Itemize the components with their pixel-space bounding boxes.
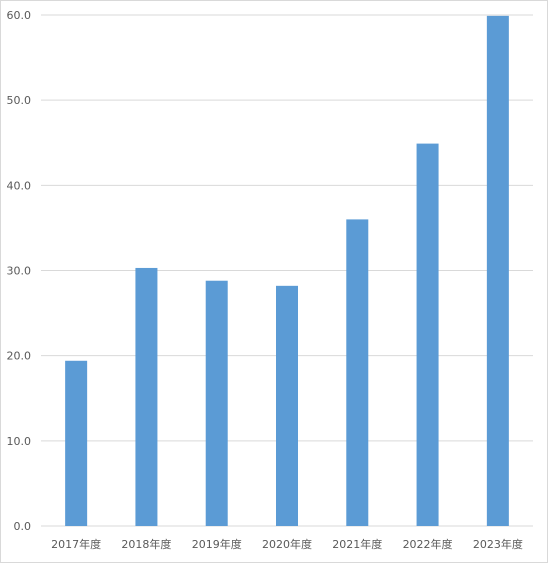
y-tick-label: 30.0 [7,265,32,278]
y-tick-label: 0.0 [14,520,32,533]
bar-2018年度 [135,267,158,526]
y-tick-label: 40.0 [7,179,32,192]
y-tick-label: 10.0 [7,435,32,448]
x-tick-label: 2019年度 [192,537,242,551]
x-tick-label: 2022年度 [403,537,453,551]
y-axis-tick-labels: 0.0 10.0 20.0 30.0 40.0 50.0 60.0 [7,9,32,533]
x-tick-label: 2021年度 [332,537,382,551]
y-tick-label: 60.0 [7,9,32,22]
x-tick-label: 2017年度 [51,537,101,551]
x-axis-tick-labels: 2017年度 2018年度 2019年度 2020年度 2021年度 2022年度 2023… [51,537,523,551]
bars [65,15,509,527]
bar-2020年度 [276,285,298,526]
x-tick-label: 2020年度 [262,537,312,551]
bar-2023年度 [486,15,509,527]
x-tick-label: 2018年度 [121,537,171,551]
y-tick-label: 50.0 [7,94,32,107]
x-tick-label: 2023年度 [473,537,523,551]
y-tick-label: 20.0 [7,350,32,363]
bar-2019年度 [205,280,228,526]
gridlines [41,14,533,527]
bar-2017年度 [65,360,88,526]
bar-2021年度 [346,219,369,526]
bar-2022年度 [416,143,439,526]
